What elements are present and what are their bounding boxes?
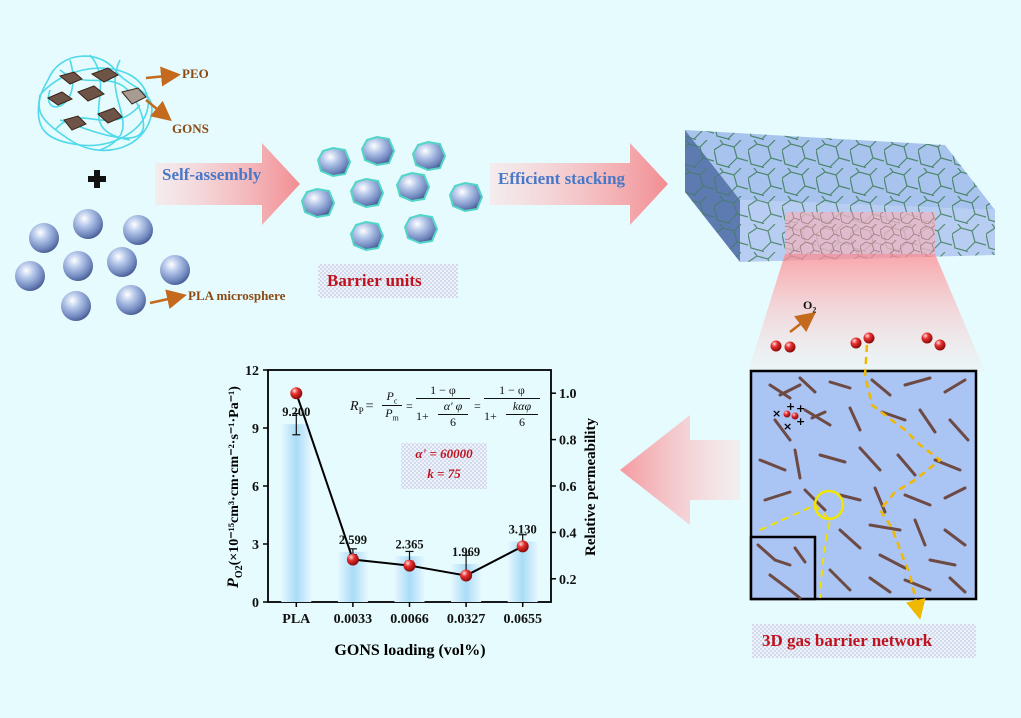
o2-label-sub: 2: [812, 305, 817, 315]
gas-barrier-network: ×× + + +: [749, 344, 978, 658]
gons-sheets: [46, 67, 147, 131]
y2-tick-label: 1.0: [559, 387, 577, 402]
eq-den2-lead: 1+: [484, 409, 497, 423]
eq-lhs: R: [350, 399, 359, 414]
y-axis-title-sub: O2: [234, 565, 245, 578]
data-point: [346, 553, 359, 566]
data-point: [290, 387, 303, 400]
eq-den2-num: kαφ: [506, 399, 538, 415]
y-tick-label: 6: [252, 480, 259, 495]
rp-equation: RP = Pc Pm = 1 − φ 1+ α' φ 6 = 1 − φ 1+ k…: [350, 383, 540, 439]
x-tick-label: 0.0327: [447, 612, 486, 627]
efficient-stacking-arrow: [490, 143, 668, 225]
eq-num-2: 1 − φ: [484, 383, 540, 399]
peo-gons-cluster: [37, 54, 181, 152]
y-axis-title-units: (×10⁻¹⁵cm³·cm·cm⁻²·s⁻¹·Pa⁻¹): [227, 386, 242, 566]
x-tick-label: 0.0655: [503, 612, 542, 627]
x-tick-label: PLA: [282, 612, 311, 627]
eq-pm: P: [385, 406, 393, 421]
gas-barrier-network-label: 3D gas barrier network: [762, 631, 933, 650]
y2-tick-label: 0.8: [559, 434, 577, 449]
pla-microsphere-label: PLA microsphere: [188, 288, 286, 303]
plus-icon: [88, 170, 106, 188]
x-tick-label: 0.0066: [390, 612, 429, 627]
svg-text:+: +: [786, 400, 795, 413]
y2-tick-label: 0.4: [559, 526, 577, 541]
x-tick-label: 0.0033: [334, 612, 373, 627]
eq-sign-1: =: [365, 399, 374, 414]
stacked-slab: [685, 130, 995, 262]
y-tick-label: 0: [252, 596, 259, 611]
diffusion-path: [863, 344, 943, 620]
alpha-param: α' = 60000: [415, 446, 473, 461]
result-arrow: [620, 415, 740, 525]
eq-den2-den: 6: [519, 415, 525, 429]
svg-text:+: +: [796, 402, 805, 415]
pla-microspheres: [15, 209, 190, 321]
data-point: [516, 540, 529, 553]
eq-lhs-sub: P: [358, 405, 364, 416]
eq-pc-sub: c: [393, 396, 398, 406]
barrier-units-label-box: [318, 264, 458, 298]
network-label-box: [752, 624, 976, 658]
data-point: [460, 569, 473, 582]
x-axis-title: GONS loading (vol%): [334, 642, 485, 659]
eq-den1-den: 6: [450, 415, 456, 429]
eq-den1-num: α' φ: [438, 399, 468, 415]
data-label: 3.130: [509, 522, 537, 536]
peo-label: PEO: [182, 66, 209, 81]
y2-tick-label: 0.2: [559, 573, 577, 588]
zoom-beam: [748, 254, 985, 372]
y-axis-title: PO2(×10⁻¹⁵cm³·cm·cm⁻²·s⁻¹·Pa⁻¹): [225, 386, 245, 589]
y-tick-label: 12: [245, 364, 259, 379]
svg-text:+: +: [796, 415, 805, 428]
o2-label: O2: [803, 298, 816, 314]
eq-sign-2: =: [406, 399, 413, 413]
eq-sign-3: =: [474, 399, 481, 413]
y-axis-title-p: P: [225, 578, 242, 589]
eq-pm-sub: m: [392, 413, 399, 423]
o2-label-o: O: [803, 298, 813, 312]
efficient-stacking-label: Efficient stacking: [498, 169, 626, 188]
data-point: [403, 559, 416, 572]
data-label: 2.365: [395, 537, 423, 551]
k-param: k = 75: [427, 466, 461, 481]
data-label: 1.969: [452, 545, 480, 559]
self-assembly-label: Self-assembly: [162, 165, 262, 184]
y2-axis-title: Relative permeability: [583, 418, 599, 556]
eq-num-1: 1 − φ: [416, 383, 470, 399]
data-label: 9.200: [282, 405, 310, 419]
y-tick-label: 3: [252, 538, 259, 553]
bar: [281, 424, 312, 602]
gons-label: GONS: [172, 121, 209, 136]
self-assembly-arrow: [155, 143, 300, 225]
svg-text:×: ×: [772, 407, 781, 420]
error-bar: [292, 412, 301, 436]
cross-marks: ×× + + +: [772, 400, 805, 433]
params-box: [401, 443, 487, 489]
eq-pc: P: [386, 389, 394, 403]
y-tick-label: 9: [252, 422, 259, 437]
data-label: 2.599: [339, 533, 367, 547]
eq-den1-lead: 1+: [416, 409, 429, 423]
barrier-units-label: Barrier units: [327, 271, 422, 290]
svg-text:×: ×: [783, 420, 792, 433]
y2-tick-label: 0.6: [559, 480, 577, 495]
o2-molecules: [770, 311, 946, 353]
permeability-chart: 9.200 2.599 2.365 1.969 3.130 0 3 6 9 12 0.2 0.4 0…: [225, 364, 599, 659]
barrier-units: [300, 135, 484, 298]
